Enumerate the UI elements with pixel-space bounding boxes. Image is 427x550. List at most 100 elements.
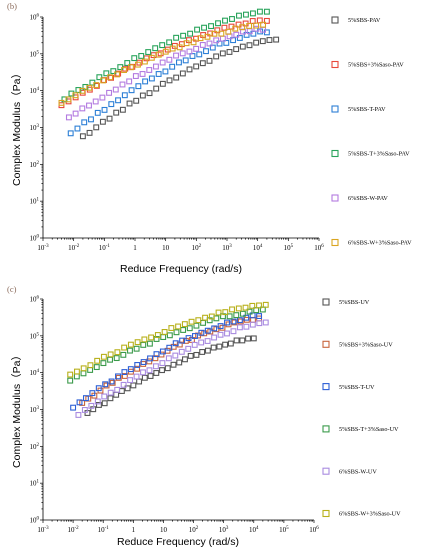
- data-point: [153, 370, 160, 376]
- data-point: [226, 313, 233, 320]
- data-point: [230, 328, 237, 335]
- data-point: [182, 356, 188, 363]
- data-point: [103, 382, 110, 389]
- data-point: [218, 30, 225, 37]
- x-tick-label: 10-1: [98, 526, 110, 534]
- data-point: [79, 105, 86, 112]
- data-point: [219, 50, 226, 57]
- data-point: [67, 377, 74, 384]
- data-point: [224, 319, 230, 326]
- data-point: [243, 31, 250, 38]
- data-point: [86, 129, 93, 136]
- data-point: [262, 319, 269, 326]
- legend-marker: [331, 16, 339, 24]
- data-point: [101, 106, 108, 113]
- y-tick-label: 104: [30, 369, 40, 377]
- data-point: [76, 399, 83, 406]
- data-point: [236, 35, 243, 41]
- data-point: [263, 8, 270, 15]
- data-point: [181, 321, 188, 328]
- data-point: [199, 42, 206, 48]
- data-point: [226, 49, 233, 55]
- data-point: [166, 39, 173, 46]
- data-point: [155, 51, 162, 58]
- data-point: [239, 337, 246, 344]
- data-point: [242, 304, 249, 311]
- data-point: [243, 314, 250, 321]
- x-axis-title: Reduce Frequency (rad/s): [117, 536, 239, 548]
- data-point: [79, 133, 86, 140]
- x-tick-label: 104: [249, 526, 259, 534]
- data-point: [160, 334, 167, 341]
- legend-marker: [322, 509, 330, 518]
- data-point: [138, 52, 145, 59]
- x-tick-label: 106: [314, 244, 324, 252]
- data-point: [200, 319, 207, 326]
- data-point: [256, 302, 262, 309]
- legend-marker: [322, 340, 330, 348]
- data-point: [114, 386, 121, 393]
- data-point: [198, 329, 205, 336]
- data-point: [161, 329, 168, 335]
- data-point: [107, 74, 114, 81]
- data-point: [164, 365, 171, 372]
- data-point: [147, 355, 154, 362]
- data-point: [173, 329, 180, 336]
- data-point: [126, 78, 133, 85]
- data-point: [124, 60, 131, 66]
- data-point: [162, 48, 169, 55]
- y-tick-label: 104: [30, 87, 40, 95]
- x-axis-title: Reduce Frequency (rad/s): [120, 263, 242, 275]
- data-point: [180, 32, 187, 39]
- x-tick-label: 105: [279, 526, 289, 534]
- data-point: [169, 63, 176, 70]
- data-point: [75, 412, 82, 418]
- series-5%SBS-T-PAV: [67, 28, 270, 137]
- data-point: [222, 341, 229, 348]
- data-point: [215, 20, 221, 27]
- data-point: [249, 321, 256, 328]
- data-point: [217, 331, 224, 338]
- data-point: [152, 63, 159, 70]
- data-point: [154, 332, 161, 338]
- data-point: [86, 84, 93, 91]
- data-point: [103, 70, 110, 77]
- data-point: [233, 312, 240, 319]
- data-point: [107, 351, 114, 358]
- data-point: [239, 24, 246, 31]
- x-tick-label: 10-1: [99, 244, 111, 252]
- data-point: [165, 355, 172, 362]
- data-point: [230, 318, 237, 325]
- data-point: [192, 333, 198, 339]
- data-point: [93, 82, 100, 89]
- data-point: [133, 373, 140, 380]
- data-point: [127, 347, 133, 354]
- data-point: [233, 31, 240, 38]
- data-point: [197, 35, 204, 42]
- chart-panel-c: (c) 10-3 10-2 10-1 1 10 102 103 104 105 106 100 101 1…: [7, 284, 401, 548]
- data-point: [110, 68, 117, 75]
- data-point: [211, 30, 218, 37]
- data-point: [72, 110, 79, 117]
- data-point: [143, 55, 150, 62]
- data-point: [100, 360, 107, 367]
- data-point: [86, 102, 92, 109]
- data-point: [175, 59, 182, 66]
- data-point: [61, 96, 68, 103]
- data-point: [179, 337, 186, 344]
- data-point: [183, 40, 190, 47]
- data-point: [236, 317, 243, 324]
- data-point: [128, 87, 135, 94]
- data-point: [94, 398, 101, 405]
- data-point: [230, 37, 237, 44]
- series-5%SBS-PAV: [79, 36, 280, 140]
- data-point: [146, 358, 153, 365]
- data-point: [146, 367, 153, 374]
- data-point: [260, 21, 267, 28]
- data-point: [94, 109, 101, 116]
- data-point: [72, 92, 79, 99]
- data-point: [209, 44, 216, 51]
- data-point: [92, 98, 99, 105]
- data-point: [80, 370, 87, 377]
- legend-marker: [331, 194, 339, 202]
